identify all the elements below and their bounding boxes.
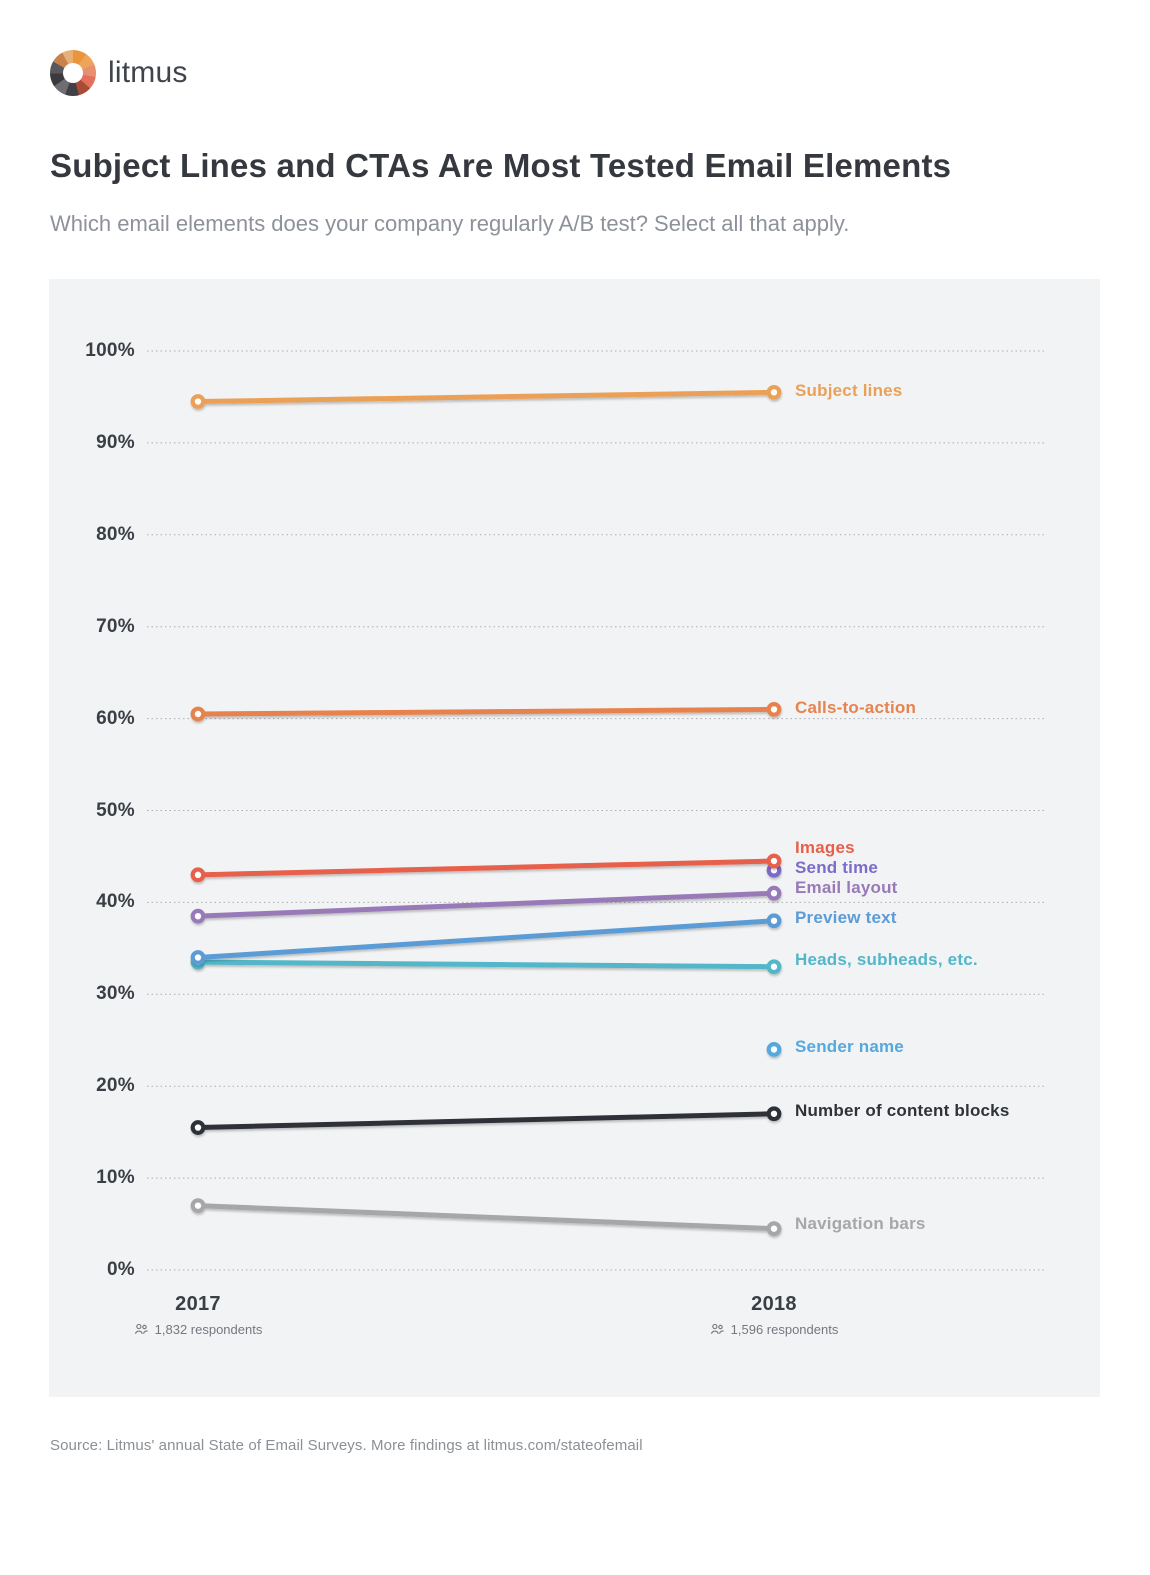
data-point: [766, 959, 782, 975]
series-line: [195, 918, 777, 961]
x-axis-group-2017: 2017 1,832 respondents: [78, 1293, 318, 1337]
series-label-sender-name: Sender name: [795, 1036, 904, 1056]
series-heads-subheads-etc: [190, 954, 782, 975]
series-label-email-layout: Email layout: [795, 877, 898, 897]
series-label-send-time: Send time: [795, 858, 879, 878]
series-line: [195, 890, 777, 919]
series-label-calls-to-action: Calls-to-action: [795, 697, 917, 717]
y-tick-20%: 20%: [96, 1075, 135, 1097]
series-label-navigation-bars: Navigation bars: [795, 1214, 926, 1234]
data-point: [190, 394, 206, 409]
page-title: Subject Lines and CTAs Are Most Tested E…: [50, 147, 952, 185]
series-line: [195, 706, 777, 717]
data-point: [766, 1042, 782, 1057]
respondents-icon: [710, 1323, 724, 1335]
series-line: [195, 389, 777, 405]
data-point: [766, 1106, 782, 1122]
y-tick-100%: 100%: [85, 340, 135, 361]
x-axis-year-label: 2017: [175, 1293, 221, 1315]
data-point: [190, 1198, 206, 1214]
x-axis-respondents: 1,596 respondents: [710, 1322, 839, 1337]
respondents-icon: [134, 1323, 148, 1335]
series-label-preview-text: Preview text: [795, 908, 897, 928]
series-sender-name: [766, 1042, 782, 1057]
respondents-count: 1,832 respondents: [154, 1322, 263, 1337]
data-point: [766, 1221, 782, 1237]
series-number-of-content-blocks: [190, 1106, 782, 1135]
series-label-images: Images: [795, 838, 855, 858]
series-line: [195, 1111, 777, 1131]
data-point: [190, 908, 206, 924]
data-point: [190, 706, 206, 722]
litmus-logo: litmus: [50, 50, 188, 96]
data-point: [766, 885, 782, 901]
data-point: [766, 913, 782, 929]
series-label-heads-subheads-etc: Heads, subheads, etc.: [795, 950, 978, 970]
data-point: [190, 1120, 206, 1135]
series-navigation-bars: [190, 1198, 782, 1237]
page-subtitle: Which email elements does your company r…: [50, 211, 850, 236]
x-axis-respondents: 1,832 respondents: [134, 1322, 263, 1337]
y-tick-90%: 90%: [96, 431, 135, 453]
y-tick-10%: 10%: [96, 1167, 135, 1189]
series-subject-lines: [190, 384, 782, 409]
data-point: [190, 950, 206, 965]
respondents-count: 1,596 respondents: [730, 1322, 839, 1337]
chart-panel: 100% 90% 80% 70% 60% 50% 40% 30% 20% 10% 0% Subject…: [49, 279, 1100, 1397]
y-tick-70%: 70%: [96, 615, 135, 637]
x-axis-year-label: 2018: [751, 1293, 797, 1315]
x-axis-group-2018: 2018 1,596 respondents: [654, 1293, 894, 1337]
y-tick-0%: 0%: [106, 1259, 135, 1280]
y-tick-80%: 80%: [96, 523, 135, 545]
y-tick-30%: 30%: [96, 983, 135, 1005]
data-point: [766, 384, 782, 400]
series-label-subject-lines: Subject lines: [795, 381, 903, 401]
slope-chart: 100% 90% 80% 70% 60% 50% 40% 30% 20% 10% 0% Subject…: [49, 279, 1100, 1397]
series-label-number-of-content-blocks: Number of content blocks: [795, 1101, 1010, 1120]
litmus-logo-icon: [50, 50, 96, 96]
data-point: [766, 853, 782, 869]
series-calls-to-action: [190, 702, 782, 722]
y-tick-40%: 40%: [96, 891, 135, 913]
series-line: [195, 959, 777, 970]
data-point: [766, 702, 782, 717]
y-tick-50%: 50%: [96, 799, 135, 821]
data-point: [190, 867, 206, 883]
source-note: Source: Litmus' annual State of Email Su…: [50, 1437, 643, 1454]
litmus-logo-text: litmus: [108, 56, 188, 89]
series-images: [190, 853, 782, 883]
series-line: [195, 858, 777, 878]
y-tick-60%: 60%: [96, 707, 135, 729]
series-line: [195, 1203, 777, 1232]
series-preview-text: [190, 913, 782, 965]
slope-chart-canvas: [147, 350, 1047, 1271]
series-email-layout: [190, 885, 782, 924]
